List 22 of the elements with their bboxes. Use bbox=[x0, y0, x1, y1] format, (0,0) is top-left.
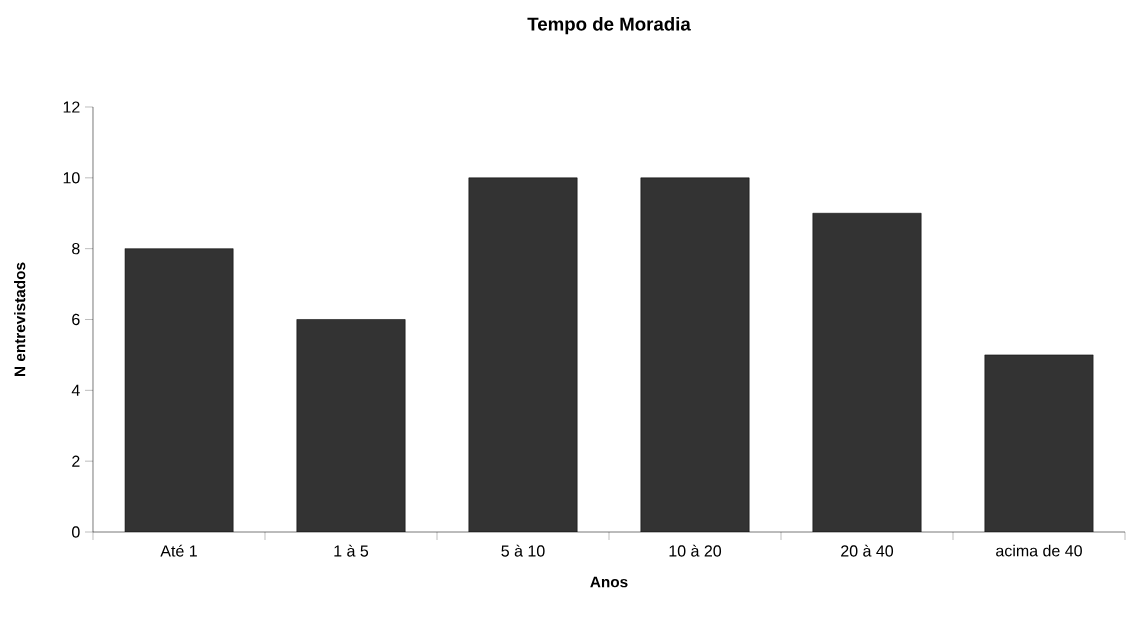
bar bbox=[468, 177, 578, 532]
x-tick-label: 20 à 40 bbox=[841, 544, 894, 557]
bar bbox=[296, 319, 406, 532]
x-tick-label: Até 1 bbox=[160, 544, 197, 557]
y-tick-label: 10 bbox=[63, 172, 80, 184]
bar bbox=[124, 248, 234, 532]
y-tick-label: 0 bbox=[72, 526, 80, 538]
bar bbox=[640, 177, 750, 532]
x-tick-label: 1 à 5 bbox=[334, 544, 369, 557]
y-tick-label: 4 bbox=[71, 384, 80, 396]
y-tick-label: 12 bbox=[63, 101, 80, 113]
bar bbox=[812, 213, 922, 532]
bar bbox=[984, 354, 1094, 532]
x-tick-label: 10 à 20 bbox=[669, 544, 722, 557]
y-tick-label: 6 bbox=[72, 313, 80, 326]
y-tick-label: 2 bbox=[72, 455, 80, 467]
y-axis-title: N entrevistados bbox=[14, 262, 26, 376]
x-axis-title: Anos bbox=[590, 576, 628, 588]
x-tick-label: acima de 40 bbox=[996, 544, 1082, 557]
x-tick-label: 5 à 10 bbox=[501, 544, 545, 557]
y-tick-label: 8 bbox=[72, 243, 80, 255]
chart-title: Tempo de Moradia bbox=[527, 16, 691, 35]
